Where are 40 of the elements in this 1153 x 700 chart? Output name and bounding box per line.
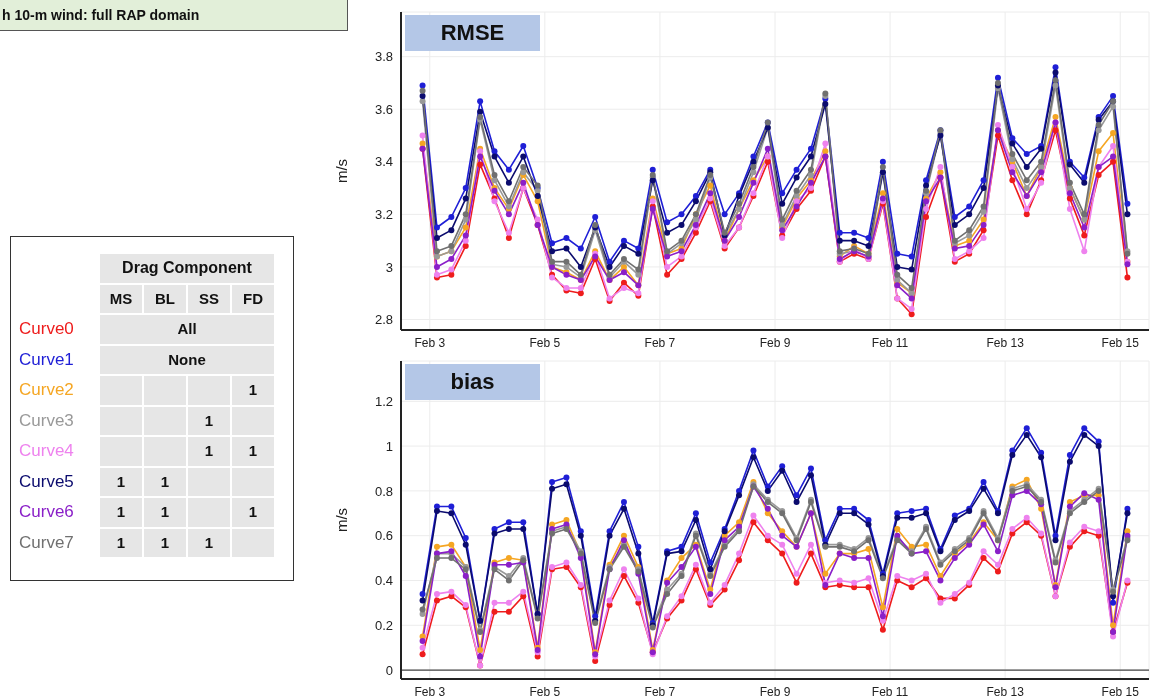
text: Curve6: [19, 501, 74, 523]
x-tick-label: Feb 5: [529, 335, 561, 350]
text: Curve7: [19, 531, 74, 554]
text: Curve2: [19, 379, 74, 401]
y-tick-label: 2.8: [374, 312, 393, 328]
x-tick-label: Feb 15: [1101, 684, 1140, 699]
x-tick-label: Feb 9: [759, 684, 791, 699]
x-tick-label: Feb 11: [871, 684, 909, 699]
x-tick-label: Feb 9: [759, 335, 791, 350]
y-tick-label: 0: [385, 662, 393, 678]
x-tick-label: Feb 7: [644, 684, 676, 699]
y-tick-label: 1: [385, 438, 393, 454]
text: Curve3: [19, 409, 74, 432]
y-tick-label: 0.4: [374, 573, 393, 589]
y-tick-label: 3.4: [374, 154, 393, 170]
x-tick-label: Feb 5: [529, 684, 561, 699]
text: Curve0: [19, 318, 74, 340]
y-axis-title: m/s: [333, 158, 351, 184]
x-tick-label: Feb 7: [644, 335, 676, 350]
title-box: bias: [405, 364, 540, 400]
y-tick-label: 3.6: [374, 101, 393, 117]
x-tick-label: Feb 3: [414, 684, 446, 699]
title-box: RMSE: [405, 15, 540, 51]
y-tick-label: 3.2: [374, 206, 393, 222]
y-axis-title: m/s: [333, 507, 351, 533]
y-tick-label: 0.2: [374, 617, 393, 633]
x-tick-label: Feb 11: [871, 335, 909, 350]
y-tick-label: 3.8: [374, 49, 393, 65]
text: Curve5: [19, 470, 74, 493]
x-tick-label: Feb 13: [986, 684, 1025, 699]
y-tick-label: 1.2: [374, 393, 393, 409]
y-tick-label: 0.8: [374, 483, 393, 499]
y-tick-label: 0.6: [374, 528, 393, 544]
x-tick-label: Feb 13: [986, 335, 1025, 350]
y-tick-label: 3: [385, 259, 393, 275]
text: h 10-m wind: full RAP domain: [0, 0, 348, 31]
x-tick-label: Feb 15: [1101, 335, 1140, 350]
x-tick-label: Feb 3: [414, 335, 446, 350]
text: Curve1: [19, 348, 74, 371]
text: Curve4: [19, 440, 74, 462]
